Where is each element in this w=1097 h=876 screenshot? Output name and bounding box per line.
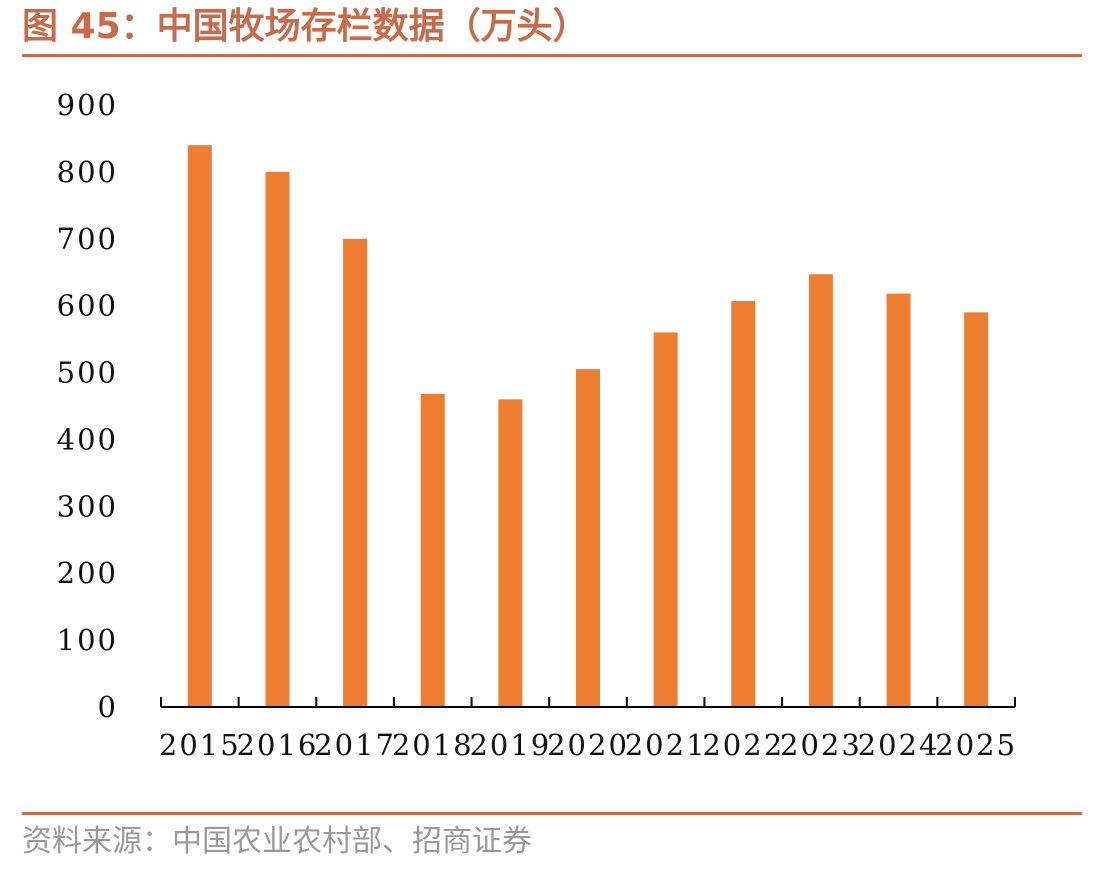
y-tick-label: 500 <box>57 356 118 390</box>
bar-2021 <box>653 332 678 707</box>
bar-2024 <box>886 293 911 707</box>
y-tick-label: 800 <box>57 155 118 189</box>
source-note: 资料来源：中国农业农村部、招商证券 <box>22 824 532 859</box>
x-tick-label: 2019 <box>469 728 551 762</box>
y-tick-label: 0 <box>98 690 118 724</box>
x-tick-label: 2017 <box>314 728 396 762</box>
bar-2025 <box>964 312 989 707</box>
x-tick-labels: 2015201620172018201920202021202220232024… <box>159 728 1017 762</box>
bar-2019 <box>498 399 523 707</box>
x-tick-label: 2016 <box>237 728 319 762</box>
x-tick-label: 2022 <box>702 728 784 762</box>
x-tick-label: 2020 <box>547 728 629 762</box>
bar-2015 <box>187 145 212 708</box>
y-tick-labels: 0 100 200 300 400 500 600 700 800 900 <box>57 88 118 724</box>
x-tick-label: 2024 <box>858 728 940 762</box>
bar-2023 <box>808 274 833 707</box>
y-tick-label: 400 <box>57 422 118 456</box>
x-axis-ticks <box>160 697 1016 707</box>
bar-2022 <box>731 300 756 707</box>
bar-2017 <box>343 238 368 707</box>
y-tick-label: 200 <box>57 556 118 590</box>
figure-title: 图 45：中国牧场存栏数据（万头） <box>22 6 589 47</box>
y-tick-label: 900 <box>57 88 118 122</box>
source-divider <box>22 812 1082 815</box>
x-tick-label: 2015 <box>159 728 241 762</box>
y-tick-label: 700 <box>57 222 118 256</box>
x-tick-label: 2021 <box>625 728 707 762</box>
x-tick-label: 2025 <box>935 728 1017 762</box>
bar-2020 <box>576 369 600 707</box>
bars <box>187 145 989 708</box>
y-tick-label: 600 <box>57 289 118 323</box>
title-divider <box>22 54 1082 57</box>
x-tick-label: 2023 <box>780 728 862 762</box>
y-tick-label: 300 <box>57 489 118 523</box>
y-tick-label: 100 <box>57 623 118 657</box>
x-tick-label: 2018 <box>392 728 474 762</box>
bar-2016 <box>265 171 290 707</box>
bar-2018 <box>420 393 445 707</box>
